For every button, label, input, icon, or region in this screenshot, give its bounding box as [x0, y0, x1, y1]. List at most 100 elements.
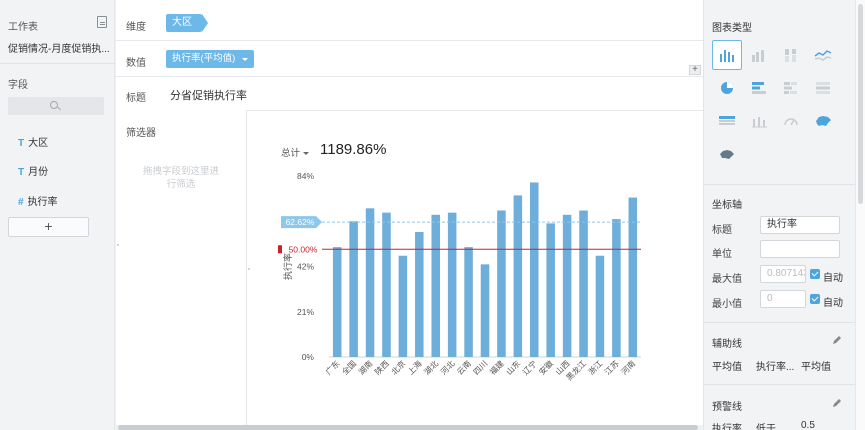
measure-pill[interactable]: 执行率(平均值) — [166, 50, 254, 68]
resize-handle-icon[interactable] — [248, 268, 250, 270]
scrollbar-thumb[interactable] — [858, 4, 863, 204]
panel-divider — [704, 184, 856, 185]
table-chart-type-icon[interactable] — [712, 106, 742, 136]
aux-line-field: 执行率... — [756, 362, 795, 373]
x-tick-label: 四川 — [472, 359, 490, 377]
worksheet-name[interactable]: 促销情况-月度促销执... — [8, 44, 110, 55]
field-search-input[interactable] — [8, 97, 104, 115]
axis-title-label: 标题 — [712, 225, 732, 236]
x-tick-label: 广东 — [323, 358, 341, 376]
axis-title-input[interactable]: 执行率 — [760, 216, 840, 234]
bar — [595, 255, 605, 357]
vertical-scrollbar[interactable] — [855, 0, 865, 430]
field-name: 执行率 — [27, 197, 58, 208]
field-name: 大区 — [28, 138, 49, 149]
min-auto-checkbox[interactable] — [810, 294, 820, 304]
aux-line-type: 平均值 — [712, 362, 742, 373]
x-tick-label: 河南 — [619, 358, 637, 376]
pie-chart-type-icon[interactable] — [712, 73, 742, 103]
edit-pencil-icon[interactable] — [832, 335, 842, 345]
warning-line-field: 执行率 — [712, 424, 742, 430]
field-sidebar: 工作表 促销情况-月度促销执... 字段 T 大区 T 月份 # 执行率 + — [0, 0, 115, 430]
line-chart-type-icon[interactable] — [808, 40, 838, 70]
max-label: 最大值 — [712, 274, 742, 285]
total-label: 总计 — [281, 148, 301, 159]
x-tick-label: 安徽 — [537, 358, 555, 376]
field-item-region[interactable]: T 大区 — [18, 134, 48, 149]
field-item-execution-rate[interactable]: # 执行率 — [18, 193, 58, 208]
warning-icon — [278, 245, 282, 254]
x-tick-label: 云南 — [455, 358, 473, 376]
add-field-button[interactable]: + — [8, 217, 89, 237]
title-label: 标题 — [126, 93, 146, 104]
text-type-icon: T — [18, 167, 25, 178]
gauge-chart-type-icon[interactable] — [776, 106, 806, 136]
warning-line-section-label: 预警线 — [712, 402, 742, 413]
average-line-badge — [281, 216, 322, 229]
worksheet-file-icon[interactable] — [97, 16, 107, 28]
sidebar-divider — [0, 63, 115, 64]
bar — [431, 214, 441, 357]
panel-divider — [704, 384, 856, 385]
x-tick-label: 湖北 — [422, 359, 440, 377]
text-type-icon: T — [18, 138, 25, 149]
bar — [612, 219, 621, 357]
x-tick-label: 北京 — [389, 358, 407, 376]
x-tick-label: 陕西 — [373, 358, 391, 376]
min-label: 最小值 — [712, 299, 742, 310]
x-tick-label: 福建 — [487, 358, 505, 376]
measure-label: 数值 — [126, 58, 146, 69]
add-measure-button[interactable]: + — [689, 65, 701, 75]
filter-label: 筛选器 — [126, 128, 156, 139]
percent-stacked-bar-chart-type-icon[interactable] — [808, 73, 838, 103]
horizontal-scrollbar[interactable] — [116, 425, 703, 430]
stacked-horizontal-bar-chart-type-icon[interactable] — [776, 73, 806, 103]
x-tick-label: 河北 — [438, 358, 456, 376]
max-auto-checkbox[interactable] — [810, 269, 820, 279]
chart-type-label: 图表类型 — [712, 23, 752, 34]
bar — [513, 195, 523, 357]
boxplot-chart-type-icon[interactable] — [744, 106, 774, 136]
warning-line-threshold: 0.5 — [801, 420, 815, 430]
bar — [529, 182, 539, 357]
search-icon — [50, 101, 58, 109]
unit-input[interactable] — [760, 240, 840, 258]
scrollbar-thumb[interactable] — [118, 425, 698, 430]
bar — [365, 208, 375, 357]
x-tick-label: 辽宁 — [520, 358, 538, 376]
max-value-input[interactable]: 0.807143 — [760, 265, 806, 283]
stacked-bar-chart-type-icon[interactable] — [776, 40, 806, 70]
caret-down-icon[interactable] — [242, 58, 248, 61]
x-tick-label: 浙江 — [586, 358, 604, 376]
total-dropdown[interactable]: 总计 — [281, 145, 310, 159]
min-value-input[interactable]: 0 — [760, 290, 806, 308]
y-axis-title: 执行率 — [282, 253, 293, 280]
bar-chart: 0% 21% 42% 84% 执行率广东全国湖南陕西北京上海湖北河北云南四川福建山东辽宁… — [278, 171, 641, 382]
china-map-chart-type-icon[interactable] — [808, 106, 838, 136]
filter-panel[interactable]: 筛选器 拖拽字段到这里进行筛选 — [116, 110, 247, 430]
auto-label: 自动 — [823, 273, 843, 284]
edit-pencil-icon[interactable] — [832, 398, 842, 408]
y-tick-label: 84% — [297, 171, 314, 181]
worksheet-label: 工作表 — [8, 22, 38, 33]
bar-chart-type-icon[interactable] — [712, 40, 742, 70]
shelf-divider — [116, 40, 703, 41]
bar — [464, 247, 473, 357]
bar — [628, 197, 638, 357]
caret-down-icon — [303, 151, 310, 155]
field-item-month[interactable]: T 月份 — [18, 163, 48, 178]
shelf-divider — [116, 76, 703, 77]
warning-line-label: 50.00% — [289, 244, 318, 254]
resize-handle-icon[interactable] — [117, 244, 119, 246]
bar — [480, 264, 490, 357]
map-chart-type-icon[interactable] — [712, 139, 742, 169]
bar — [546, 223, 555, 357]
grouped-bar-chart-type-icon[interactable] — [744, 40, 774, 70]
dimension-pill[interactable]: 大区 — [166, 14, 208, 32]
filter-drop-hint: 拖拽字段到这里进行筛选 — [142, 166, 219, 190]
average-line-label: 62.62% — [286, 217, 315, 227]
horizontal-bar-chart-type-icon[interactable] — [744, 73, 774, 103]
x-tick-label: 山东 — [504, 358, 522, 376]
chart-title-input[interactable]: 分省促销执行率 — [170, 90, 247, 102]
warning-line-condition: 低于 — [756, 424, 776, 430]
